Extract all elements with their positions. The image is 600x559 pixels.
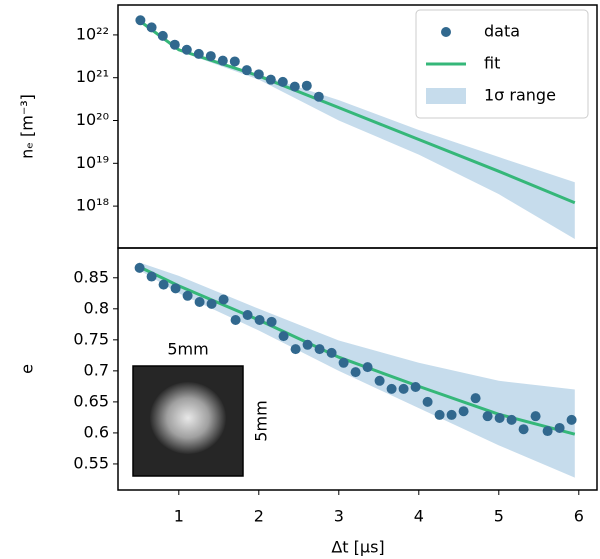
data-point [301, 80, 312, 91]
x-tick-label: 5 [494, 507, 504, 526]
y-tick-label: 10¹⁸ [76, 196, 109, 215]
data-point [506, 414, 517, 425]
data-point [289, 81, 300, 92]
data-point [205, 51, 216, 62]
data-point [458, 406, 469, 417]
data-point [482, 411, 493, 422]
x-tick-label: 4 [414, 507, 424, 526]
x-axis-label: Δt [μs] [331, 538, 384, 557]
data-point [542, 426, 553, 437]
data-point [362, 362, 373, 373]
data-point [410, 381, 421, 392]
data-point [398, 383, 409, 394]
x-tick-label: 3 [334, 507, 344, 526]
data-point [217, 55, 228, 66]
data-point [193, 48, 204, 59]
data-point [470, 393, 481, 404]
y-tick-label: 0.6 [84, 422, 109, 441]
data-point [326, 347, 337, 358]
data-point [314, 344, 325, 355]
data-point [434, 409, 445, 420]
data-point [134, 262, 145, 273]
data-point [554, 422, 565, 433]
y-tick-label: 0.7 [84, 360, 109, 379]
data-point [302, 339, 313, 350]
y-tick-label: 0.85 [73, 267, 109, 286]
inset-side-label: 5mm [252, 400, 271, 441]
data-point [313, 91, 324, 102]
x-tick-label: 2 [254, 507, 264, 526]
data-point [181, 44, 192, 55]
y-tick-label: 0.75 [73, 329, 109, 348]
data-point [158, 279, 169, 290]
data-point [446, 409, 457, 420]
data-point [206, 298, 217, 309]
data-point [566, 414, 577, 425]
legend-marker [441, 27, 451, 37]
y-tick-label: 0.55 [73, 453, 109, 472]
data-point [254, 314, 265, 325]
data-point [229, 56, 240, 67]
legend-label: data [484, 22, 520, 41]
data-point [422, 396, 433, 407]
data-point [146, 271, 157, 282]
y-tick-label: 10¹⁹ [76, 153, 109, 172]
y-tick-label: 0.65 [73, 391, 109, 410]
data-point [338, 357, 349, 368]
data-point [182, 290, 193, 301]
data-point [253, 69, 264, 80]
x-tick-label: 1 [174, 507, 184, 526]
data-point [218, 294, 229, 305]
legend-label: fit [484, 54, 500, 73]
data-point [194, 296, 205, 307]
inset-blob [150, 382, 226, 454]
inset-image: 5mm 5mm [132, 340, 271, 477]
y-tick-label: 10²¹ [76, 67, 109, 86]
data-point [290, 344, 301, 355]
fit-line [137, 19, 576, 205]
data-point [265, 74, 276, 85]
legend-label: 1σ range [484, 86, 556, 105]
data-point [146, 22, 157, 33]
legend-marker [426, 88, 466, 104]
inset-top-label: 5mm [167, 340, 208, 359]
data-point [242, 310, 253, 321]
data-point [277, 76, 288, 87]
y-axis-label: e [18, 364, 37, 374]
data-point [157, 30, 168, 41]
x-tick-label: 6 [574, 507, 584, 526]
data-point [386, 383, 397, 394]
data-point [230, 314, 241, 325]
data-point [278, 331, 289, 342]
data-point [350, 367, 361, 378]
data-point [530, 411, 541, 422]
data-point [135, 15, 146, 26]
y-tick-label: 10²⁰ [76, 110, 109, 129]
data-point [170, 283, 181, 294]
data-point [241, 65, 252, 76]
plot-frame [117, 247, 598, 491]
y-axis-label: nₑ [m⁻³] [18, 94, 37, 159]
y-tick-label: 10²² [76, 24, 109, 43]
data-point [169, 39, 180, 50]
y-tick-label: 0.8 [84, 298, 109, 317]
data-point [266, 316, 277, 327]
data-point [494, 413, 505, 424]
data-point [374, 375, 385, 386]
data-point [518, 424, 529, 435]
